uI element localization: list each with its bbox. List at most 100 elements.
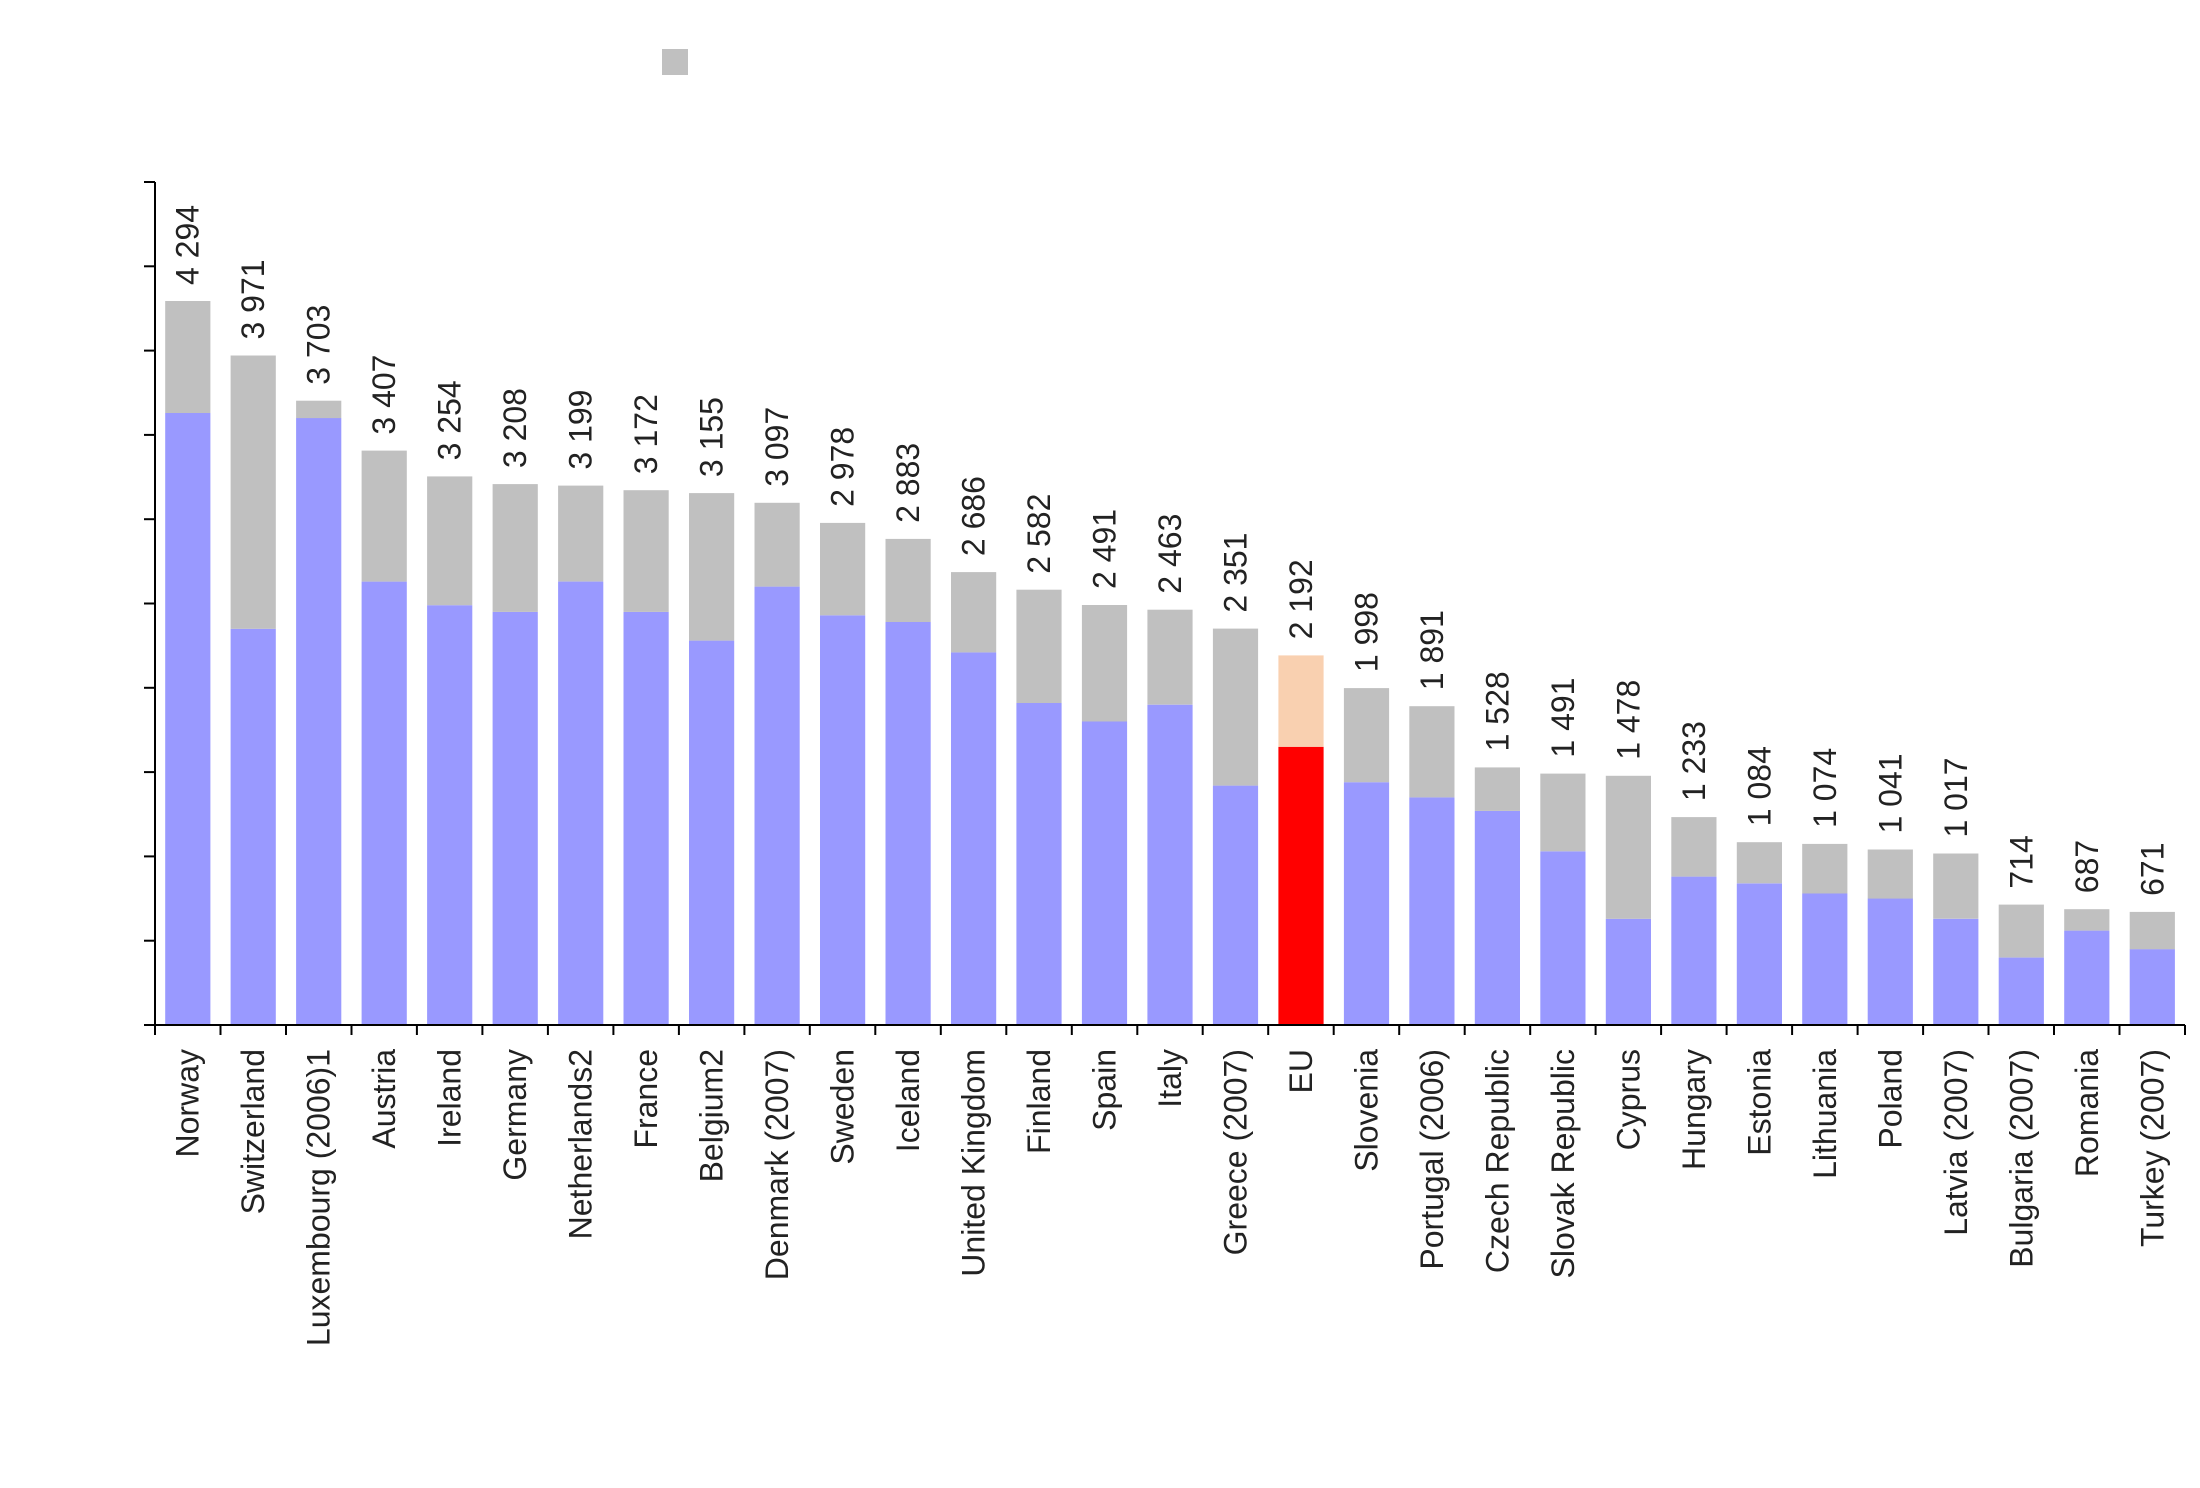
value-label-spain: 2 491 (1087, 509, 1123, 589)
value-label-germany: 3 208 (497, 388, 533, 468)
x-tick-label-hungary: Hungary (1676, 1049, 1712, 1170)
bar-lower-lithuania (1802, 893, 1848, 1025)
bar-upper-ireland (427, 476, 473, 606)
bar-upper-iceland (885, 538, 931, 622)
x-tick-label-turkey-2007: Turkey (2007) (2134, 1049, 2170, 1247)
bar-lower-latvia-2007 (1933, 918, 1979, 1025)
value-label-romania: 687 (2069, 840, 2105, 893)
bar-lower-cyprus (1605, 918, 1651, 1025)
x-tick-label-united-kingdom: United Kingdom (956, 1049, 992, 1277)
x-tick-label-austria: Austria (366, 1049, 402, 1149)
bar-lower-norway (165, 413, 211, 1025)
bar-lower-italy (1147, 704, 1193, 1025)
x-tick-label-cyprus: Cyprus (1610, 1049, 1646, 1150)
bar-lower-slovenia (1343, 782, 1390, 1025)
bar-upper-austria (361, 450, 407, 582)
value-label-slovak-republic: 1 491 (1545, 678, 1581, 758)
bar-lower-slovak-republic (1540, 851, 1586, 1025)
value-label-latvia-2007: 1 017 (1938, 757, 1974, 837)
x-tick-label-eu: EU (1283, 1049, 1319, 1093)
legend (662, 49, 688, 75)
bar-upper-romania (2064, 909, 2110, 931)
bar-upper-finland (1016, 589, 1062, 703)
value-label-denmark-2007: 3 097 (759, 407, 795, 487)
value-label-belgium2: 3 155 (694, 397, 730, 477)
bar-lower-netherlands2 (558, 581, 604, 1025)
value-label-estonia: 1 084 (1741, 746, 1777, 826)
bar-lower-eu (1278, 746, 1324, 1025)
value-label-iceland: 2 883 (890, 443, 926, 523)
bar-lower-united-kingdom (951, 652, 997, 1025)
value-label-netherlands2: 3 199 (563, 390, 599, 470)
value-label-eu: 2 192 (1283, 559, 1319, 639)
bar-lower-denmark-2007 (754, 586, 800, 1025)
bar-upper-norway (165, 301, 211, 413)
value-label-sweden: 2 978 (825, 427, 861, 507)
axes (144, 181, 2186, 1035)
x-tick-label-greece-2007: Greece (2007) (1218, 1049, 1254, 1255)
bar-lower-germany (492, 611, 538, 1025)
bar-upper-spain (1081, 605, 1128, 722)
value-label-slovenia: 1 998 (1349, 592, 1385, 672)
bar-lower-greece-2007 (1212, 785, 1259, 1025)
value-label-poland: 1 041 (1872, 753, 1908, 833)
value-label-turkey-2007: 671 (2134, 843, 2170, 896)
legend-swatch-upper-series (662, 49, 688, 75)
bar-upper-belgium2 (689, 493, 735, 641)
bar-upper-latvia-2007 (1933, 853, 1979, 919)
bar-upper-cyprus (1605, 775, 1651, 919)
bars (165, 301, 2175, 1025)
bar-lower-sweden (820, 615, 866, 1025)
bar-upper-hungary (1671, 817, 1717, 877)
bar-lower-finland (1016, 703, 1062, 1025)
value-label-united-kingdom: 2 686 (956, 476, 992, 556)
bar-upper-france (623, 490, 669, 612)
value-label-czech-republic: 1 528 (1479, 671, 1515, 751)
x-tick-label-estonia: Estonia (1741, 1049, 1777, 1156)
value-label-finland: 2 582 (1021, 494, 1057, 574)
value-label-hungary: 1 233 (1676, 721, 1712, 801)
value-label-portugal-2006: 1 891 (1414, 610, 1450, 690)
bar-upper-switzerland (230, 355, 276, 629)
x-tick-label-norway: Norway (170, 1049, 206, 1157)
x-tick-label-lithuania: Lithuania (1807, 1049, 1843, 1179)
bar-lower-czech-republic (1474, 810, 1520, 1025)
x-tick-label-denmark-2007: Denmark (2007) (759, 1049, 795, 1280)
bar-upper-netherlands2 (558, 485, 604, 582)
bar-upper-poland (1867, 849, 1913, 899)
bar-upper-greece-2007 (1212, 628, 1259, 786)
bar-upper-sweden (820, 522, 866, 616)
bar-lower-bulgaria-2007 (1998, 957, 2044, 1025)
value-label-norway: 4 294 (170, 205, 206, 285)
bar-upper-eu (1278, 655, 1324, 747)
value-label-switzerland: 3 971 (235, 259, 271, 339)
x-tick-label-belgium2: Belgium2 (694, 1049, 730, 1182)
x-tick-label-finland: Finland (1021, 1049, 1057, 1154)
bar-lower-romania (2064, 930, 2110, 1025)
bar-upper-estonia (1736, 842, 1782, 884)
bar-upper-luxembourg-2006-1 (296, 400, 342, 419)
x-tick-label-france: France (628, 1049, 664, 1149)
x-tick-label-slovak-republic: Slovak Republic (1545, 1049, 1581, 1278)
bar-upper-slovenia (1343, 688, 1390, 783)
x-tick-label-czech-republic: Czech Republic (1479, 1049, 1515, 1273)
x-tick-label-latvia-2007: Latvia (2007) (1938, 1049, 1974, 1236)
bar-lower-austria (361, 581, 407, 1025)
x-tick-label-romania: Romania (2069, 1049, 2105, 1177)
value-label-lithuania: 1 074 (1807, 748, 1843, 828)
bar-lower-estonia (1736, 883, 1782, 1025)
bar-upper-turkey-2007 (2129, 911, 2175, 950)
x-tick-label-iceland: Iceland (890, 1049, 926, 1152)
bar-upper-denmark-2007 (754, 502, 800, 587)
bar-lower-france (623, 611, 669, 1025)
bar-lower-luxembourg-2006-1 (296, 418, 342, 1025)
bar-upper-czech-republic (1474, 767, 1520, 811)
bar-lower-switzerland (230, 628, 276, 1025)
value-label-luxembourg-2006-1: 3 703 (301, 305, 337, 385)
x-tick-label-luxembourg-2006-1: Luxembourg (2006)1 (301, 1049, 337, 1346)
bar-lower-poland (1867, 898, 1913, 1025)
value-label-austria: 3 407 (366, 355, 402, 435)
value-label-cyprus: 1 478 (1610, 680, 1646, 760)
bar-lower-hungary (1671, 876, 1717, 1025)
